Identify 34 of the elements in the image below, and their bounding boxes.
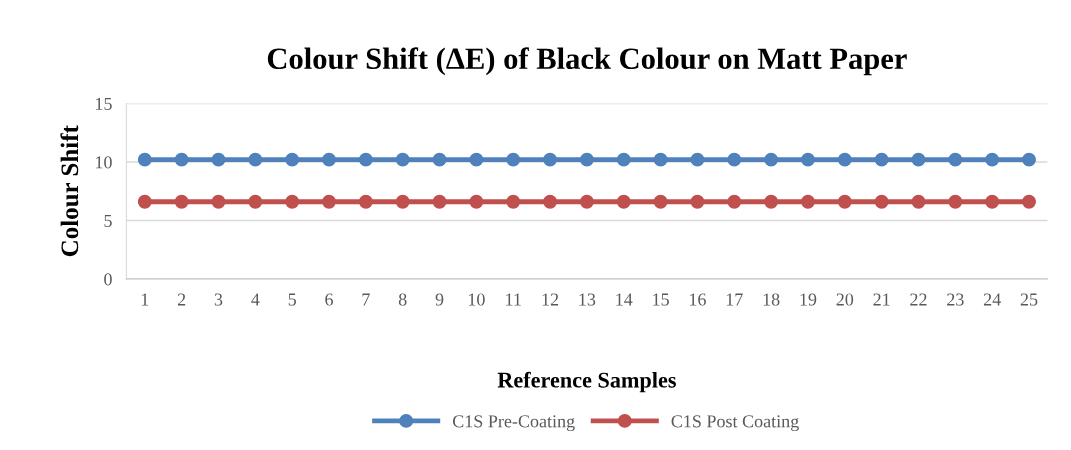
x-tick-label: 18 xyxy=(763,293,780,306)
legend-label: C1S Pre-Coating xyxy=(452,415,575,432)
y-tick-label: 0 xyxy=(104,273,112,286)
x-tick-label: 4 xyxy=(251,293,260,306)
x-tick-label: 20 xyxy=(836,293,854,306)
x-tick-label: 6 xyxy=(325,293,333,306)
x-tick-label: 10 xyxy=(468,293,485,306)
x-tick-label: 8 xyxy=(398,293,407,306)
x-tick-label: 24 xyxy=(983,293,1001,306)
x-tick-label: 13 xyxy=(579,293,596,306)
legend-label: C1S Post Coating xyxy=(671,415,799,432)
x-tick-label: 12 xyxy=(542,293,559,306)
x-tick-label: 3 xyxy=(214,293,223,306)
x-tick-label: 11 xyxy=(506,293,521,306)
y-axis-title: Colour Shift xyxy=(60,125,79,257)
y-tick-label: 15 xyxy=(96,97,112,110)
x-tick-label: 7 xyxy=(362,293,370,306)
x-tick-label: 16 xyxy=(690,293,706,306)
x-tick-label: 25 xyxy=(1020,293,1038,306)
x-tick-label: 5 xyxy=(288,293,296,306)
y-tick-label: 5 xyxy=(104,214,112,227)
x-tick-label: 14 xyxy=(616,293,633,306)
x-tick-label: 23 xyxy=(947,293,964,306)
x-tick-label: 22 xyxy=(910,293,927,306)
x-tick-label: 21 xyxy=(873,293,890,306)
x-tick-label: 2 xyxy=(177,293,186,306)
x-tick-label: 1 xyxy=(141,293,149,306)
x-tick-label: 19 xyxy=(800,293,817,306)
x-tick-label: 17 xyxy=(726,293,743,306)
chart-title: Colour Shift (ΔE) of Black Colour on Matt Paper xyxy=(267,47,907,76)
y-tick-label: 10 xyxy=(96,156,112,169)
x-axis-title: Reference Samples xyxy=(497,371,676,393)
x-tick-label: 15 xyxy=(653,293,669,306)
x-tick-label: 9 xyxy=(435,293,444,306)
